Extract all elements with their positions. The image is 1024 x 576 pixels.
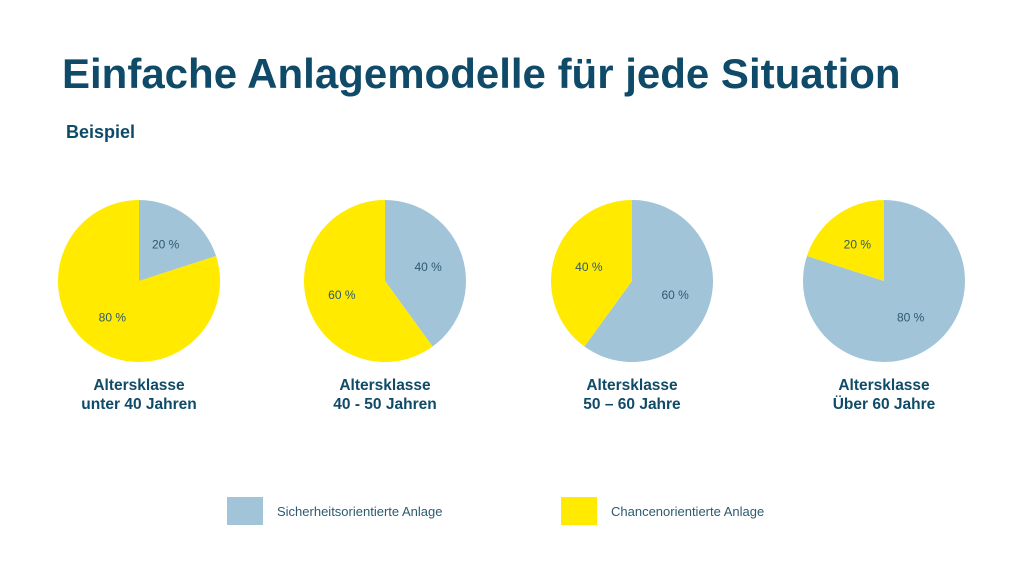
pie-chart-3: 60 % 40 % xyxy=(551,200,713,362)
pie-slice-chance xyxy=(551,200,632,347)
age-group-label-line2: unter 40 Jahren xyxy=(81,396,197,413)
page-title: Einfache Anlagemodelle für jede Situatio… xyxy=(62,50,901,97)
slice-value-label: 80 % xyxy=(99,311,127,325)
pie-slice-sicherheit xyxy=(385,200,466,347)
slice-value-label: 20 % xyxy=(152,237,180,251)
pie-slice-chance xyxy=(806,200,884,281)
age-group-label: Altersklasse 50 – 60 Jahre xyxy=(532,376,732,414)
age-group-label-line1: Altersklasse xyxy=(586,377,678,394)
pie-slice-sicherheit xyxy=(139,200,217,281)
legend-swatch-chance xyxy=(561,497,597,525)
slice-value-label: 40 % xyxy=(575,260,603,274)
slice-value-label: 60 % xyxy=(328,288,356,302)
slice-value-label: 40 % xyxy=(414,260,442,274)
age-group-label-line1: Altersklasse xyxy=(838,377,930,394)
pie-slice-sicherheit xyxy=(584,200,713,362)
slice-value-label: 80 % xyxy=(897,311,925,325)
pie-chart-2: 40 % 60 % xyxy=(304,200,466,362)
legend-item-sicherheit: Sicherheitsorientierte Anlage xyxy=(227,497,443,525)
page-subtitle: Beispiel xyxy=(66,122,136,142)
pie-chart-1: 20 % 80 % xyxy=(57,200,220,362)
legend-label-chance: Chancenorientierte Anlage xyxy=(611,503,765,519)
legend-item-chance: Chancenorientierte Anlage xyxy=(561,497,764,525)
age-group-label-line2: Über 60 Jahre xyxy=(832,396,936,413)
slice-value-label: 20 % xyxy=(844,237,872,251)
age-group-label-line2: 50 – 60 Jahre xyxy=(583,396,681,413)
age-group-label: Altersklasse Über 60 Jahre xyxy=(784,376,984,414)
age-group-label-line1: Altersklasse xyxy=(339,377,431,394)
age-group-label: Altersklasse unter 40 Jahren xyxy=(39,376,239,414)
age-group-label-line2: 40 - 50 Jahren xyxy=(333,396,437,413)
pie-slice-chance xyxy=(57,200,220,362)
legend-swatch-sicherheit xyxy=(227,497,263,525)
pie-chart-4: 80 % 20 % xyxy=(803,200,965,362)
legend-label-sicherheit: Sicherheitsorientierte Anlage xyxy=(277,503,443,519)
age-group-label-line1: Altersklasse xyxy=(93,377,185,394)
age-group-label: Altersklasse 40 - 50 Jahren xyxy=(285,376,485,414)
pie-slice-chance xyxy=(304,200,433,362)
slice-value-label: 60 % xyxy=(661,288,689,302)
legend: Sicherheitsorientierte Anlage Chancenori… xyxy=(0,497,1024,527)
